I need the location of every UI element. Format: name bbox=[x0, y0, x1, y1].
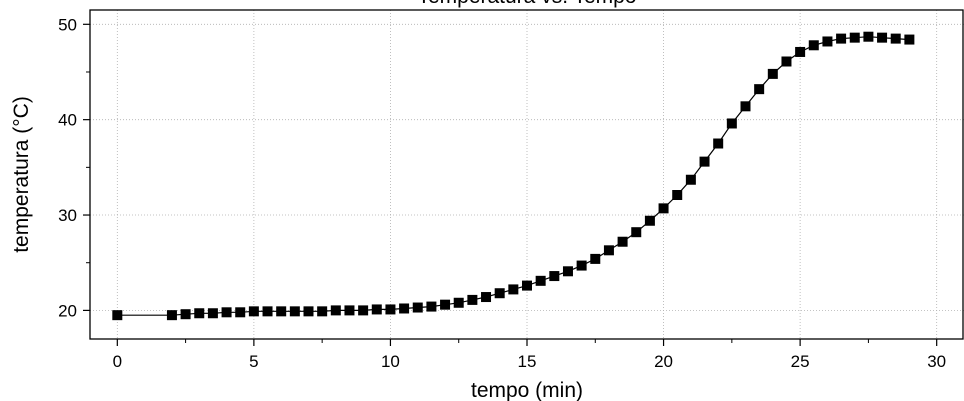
x-tick-label: 0 bbox=[113, 352, 122, 371]
data-point bbox=[289, 306, 300, 317]
data-point bbox=[644, 215, 655, 226]
x-axis-title: tempo (min) bbox=[471, 379, 583, 401]
x-tick-label: 25 bbox=[791, 352, 810, 371]
data-point bbox=[672, 190, 683, 201]
x-tick-label: 20 bbox=[654, 352, 673, 371]
data-point bbox=[344, 305, 355, 316]
data-point bbox=[795, 46, 806, 57]
data-point bbox=[194, 308, 205, 319]
data-point bbox=[890, 33, 901, 44]
chart-title: Temperatura vs. Tempo bbox=[417, 0, 636, 8]
axis-ticks bbox=[83, 23, 938, 346]
data-point bbox=[754, 84, 765, 95]
data-point bbox=[221, 307, 232, 318]
data-point bbox=[494, 288, 505, 299]
tick-labels: 0 5 10 15 20 25 30 20 30 40 50 bbox=[58, 15, 946, 371]
data-point bbox=[330, 305, 341, 316]
data-point bbox=[685, 174, 696, 185]
data-point bbox=[453, 297, 464, 308]
data-point bbox=[808, 40, 819, 51]
data-point bbox=[207, 308, 218, 319]
data-point bbox=[617, 236, 628, 247]
data-point bbox=[767, 68, 778, 79]
data-point bbox=[904, 34, 915, 45]
grid bbox=[90, 10, 964, 339]
data-points bbox=[112, 31, 915, 321]
data-point bbox=[631, 227, 642, 238]
data-point bbox=[849, 32, 860, 43]
data-point bbox=[863, 31, 874, 42]
data-point bbox=[508, 284, 519, 295]
data-point bbox=[481, 292, 492, 303]
y-axis-title: temperatura (°C) bbox=[10, 96, 33, 253]
x-tick-label: 5 bbox=[249, 352, 258, 371]
data-point bbox=[276, 306, 287, 317]
data-point bbox=[426, 301, 437, 312]
data-point bbox=[112, 310, 123, 321]
data-point bbox=[166, 310, 177, 321]
data-point bbox=[522, 280, 532, 291]
data-point bbox=[699, 156, 710, 167]
data-point bbox=[713, 138, 724, 149]
x-tick-label: 15 bbox=[518, 352, 537, 371]
x-tick-label: 30 bbox=[927, 352, 946, 371]
data-point bbox=[399, 303, 410, 314]
data-point bbox=[603, 245, 614, 256]
data-point bbox=[371, 304, 382, 315]
data-point bbox=[262, 306, 273, 317]
data-point bbox=[358, 305, 369, 316]
data-point bbox=[412, 302, 423, 313]
y-tick-label: 40 bbox=[58, 111, 77, 130]
y-tick-label: 20 bbox=[58, 301, 77, 320]
data-point bbox=[235, 307, 246, 318]
data-point bbox=[535, 275, 546, 286]
data-point bbox=[740, 101, 751, 112]
data-point bbox=[822, 36, 833, 47]
y-tick-label: 30 bbox=[58, 206, 77, 225]
data-point bbox=[549, 271, 560, 282]
data-point bbox=[303, 306, 314, 317]
data-point bbox=[467, 294, 478, 305]
data-point bbox=[576, 260, 587, 271]
data-point bbox=[385, 304, 396, 315]
y-tick-label: 50 bbox=[58, 15, 77, 34]
data-point bbox=[317, 306, 328, 317]
data-point bbox=[180, 309, 191, 320]
data-point bbox=[781, 56, 792, 67]
x-tick-label: 10 bbox=[381, 352, 400, 371]
data-point bbox=[836, 33, 847, 44]
data-point bbox=[248, 306, 259, 317]
series-line bbox=[117, 36, 910, 316]
data-point bbox=[877, 32, 888, 43]
data-point bbox=[562, 266, 573, 277]
data-point bbox=[440, 299, 451, 310]
data-point bbox=[658, 203, 669, 214]
data-point bbox=[590, 253, 601, 264]
data-point bbox=[726, 118, 737, 129]
